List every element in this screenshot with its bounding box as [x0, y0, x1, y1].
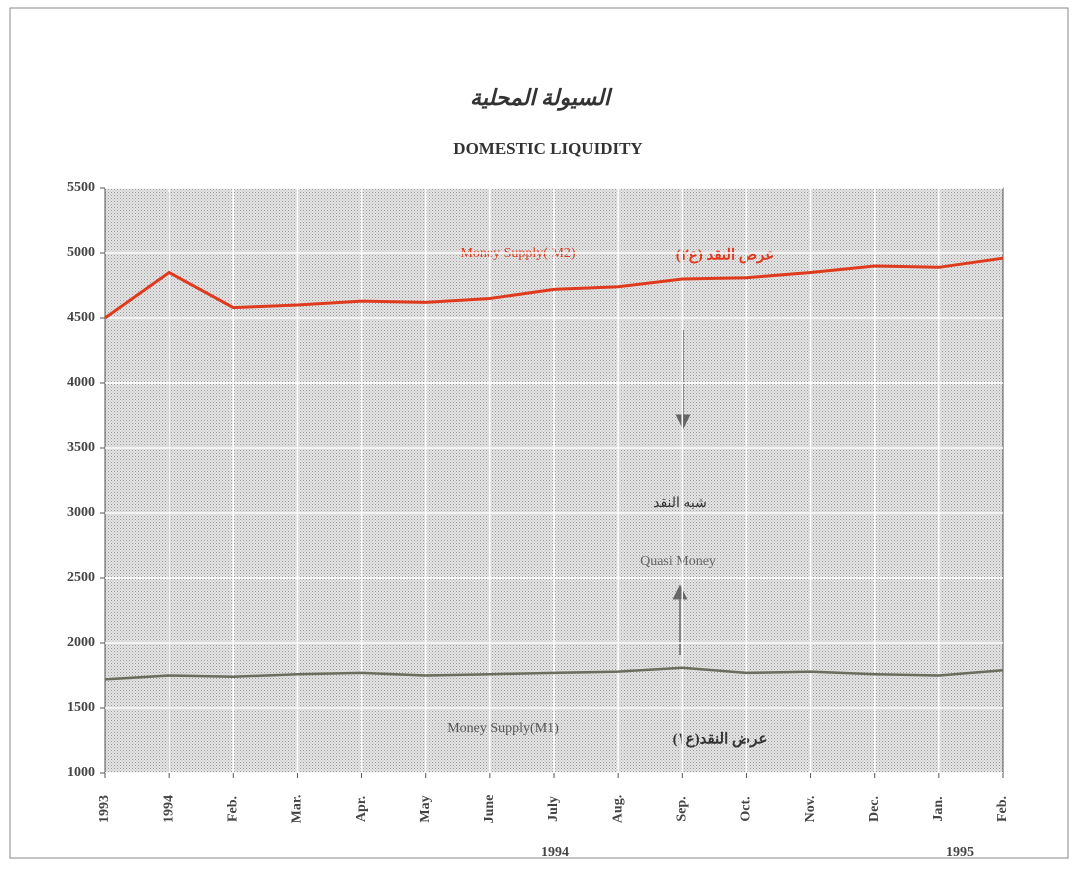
x-tick-label: 1993 [97, 795, 112, 823]
x-tick-label: Dec. [867, 796, 882, 822]
y-tick-label: 3500 [67, 440, 95, 455]
y-tick-label: 5000 [67, 245, 95, 260]
series-label: Money Supply(M1) [447, 721, 559, 736]
arabic-title: السيولة المحلية [470, 85, 613, 111]
y-tick-label: 2500 [67, 570, 95, 585]
x-group-label: 1994 [541, 845, 569, 860]
series-line [104, 256, 1004, 320]
x-tick-label: Feb. [995, 796, 1010, 822]
x-tick-label: Apr. [354, 796, 369, 822]
y-tick-label: 1500 [67, 700, 95, 715]
x-tick-label: July [546, 796, 561, 822]
series-label-arabic: عرض النقد(ع١) [673, 731, 768, 747]
y-tick-label: 1000 [67, 765, 95, 780]
x-tick-label: Feb. [226, 796, 241, 822]
x-tick-label: June [482, 795, 497, 824]
series-line [104, 666, 1004, 681]
x-tick-label: Sep. [675, 796, 690, 821]
x-tick-label: Oct. [739, 796, 754, 821]
series-label-arabic: عرض النقد (ع٢) [676, 247, 775, 263]
y-tick-label: 4500 [67, 310, 95, 325]
y-tick-label: 3000 [67, 505, 95, 520]
y-tick-label: 4000 [67, 375, 95, 390]
x-tick-label: Nov. [803, 796, 818, 823]
x-tick-label: May [418, 795, 433, 822]
chart-title: DOMESTIC LIQUIDITY [453, 139, 642, 158]
x-tick-label: Mar. [290, 795, 305, 824]
frame [9, 7, 1069, 859]
x-tick-label: 1994 [161, 795, 176, 823]
y-tick-label: 2000 [67, 635, 95, 650]
x-tick-label: Aug. [610, 795, 625, 823]
x-tick-label: Jan. [931, 796, 946, 821]
annotation: شبه النقد [653, 496, 707, 511]
y-tick-label: 5500 [67, 180, 95, 195]
annotation: Quasi Money [640, 554, 716, 569]
x-group-label: 1995 [946, 845, 974, 860]
